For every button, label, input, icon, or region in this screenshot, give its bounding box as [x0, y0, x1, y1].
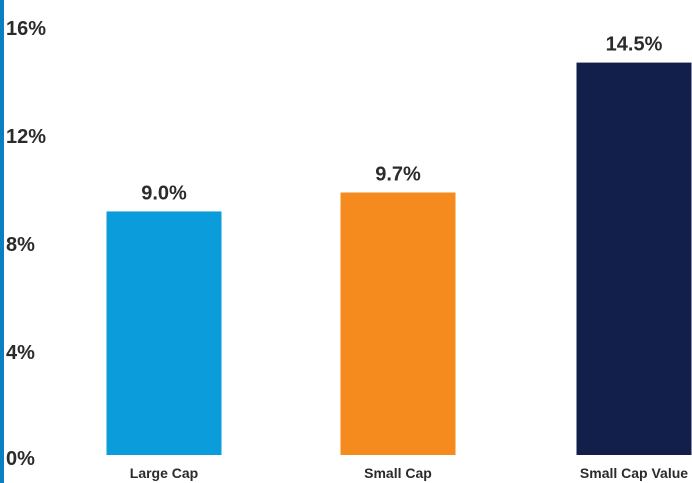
- left-accent-bar: [0, 0, 4, 483]
- data-label-large-cap: 9.0%: [141, 182, 187, 204]
- y-axis: 0% 4% 8% 12% 16%: [6, 18, 46, 470]
- bar-small-cap-value: [576, 62, 692, 455]
- x-tick-label-small-cap: Small Cap: [364, 465, 432, 481]
- y-tick-label-16: 16%: [6, 18, 46, 40]
- data-labels: 9.0% 9.7% 14.5%: [141, 34, 662, 205]
- y-tick-label-0: 0%: [6, 448, 35, 470]
- x-tick-label-small-cap-value: Small Cap Value: [580, 465, 688, 481]
- x-axis: Large Cap Small Cap Small Cap Value: [130, 465, 689, 481]
- bar-large-cap: [106, 211, 222, 455]
- bar-small-cap: [340, 192, 456, 455]
- bars: [106, 62, 692, 455]
- y-tick-label-12: 12%: [6, 126, 46, 148]
- x-tick-label-large-cap: Large Cap: [130, 465, 198, 481]
- data-label-small-cap-value: 14.5%: [606, 34, 663, 56]
- y-tick-label-4: 4%: [6, 342, 35, 364]
- y-tick-label-8: 8%: [6, 234, 35, 256]
- data-label-small-cap: 9.7%: [375, 163, 421, 185]
